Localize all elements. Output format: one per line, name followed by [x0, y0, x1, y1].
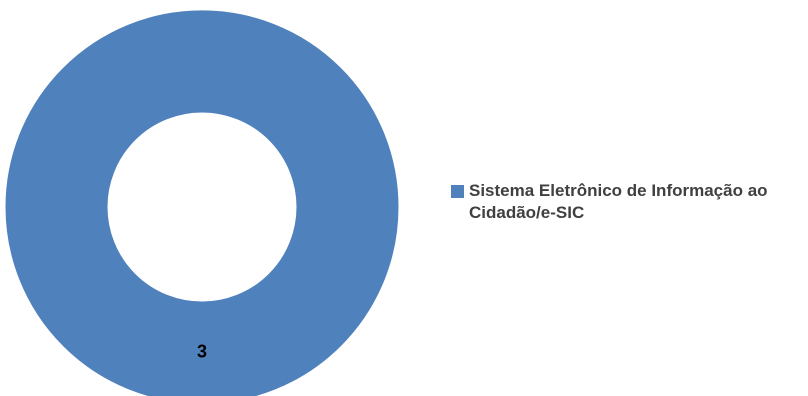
legend: Sistema Eletrônico de Informação ao Cida…: [451, 180, 801, 224]
donut-slice: [4, 9, 400, 396]
data-label: 3: [197, 341, 207, 361]
legend-label: Sistema Eletrônico de Informação ao Cida…: [469, 181, 768, 222]
donut-slices: [4, 9, 400, 396]
data-labels: 3: [197, 341, 207, 361]
legend-swatch: [451, 185, 464, 198]
